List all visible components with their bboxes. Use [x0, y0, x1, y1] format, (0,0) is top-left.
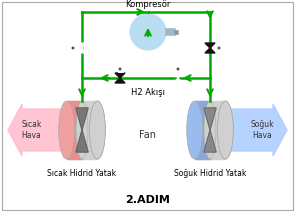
Bar: [71, 46, 76, 50]
Polygon shape: [115, 78, 125, 83]
Ellipse shape: [204, 101, 216, 159]
Bar: [217, 46, 222, 50]
Circle shape: [130, 14, 166, 50]
Ellipse shape: [217, 101, 233, 159]
Bar: [67, 101, 97, 159]
Circle shape: [218, 47, 220, 49]
Bar: [176, 67, 181, 71]
Bar: [195, 101, 210, 159]
Polygon shape: [205, 43, 215, 48]
Polygon shape: [77, 48, 87, 53]
Bar: [117, 67, 122, 71]
Bar: [174, 29, 178, 34]
Polygon shape: [205, 48, 215, 53]
Bar: [67, 101, 82, 159]
Polygon shape: [77, 43, 87, 48]
Polygon shape: [115, 73, 125, 78]
Ellipse shape: [76, 101, 88, 159]
Ellipse shape: [59, 101, 75, 159]
Text: Soğuk Hidrid Yatak: Soğuk Hidrid Yatak: [174, 169, 246, 178]
Ellipse shape: [217, 101, 233, 159]
Polygon shape: [76, 130, 88, 152]
Bar: [165, 28, 175, 35]
Ellipse shape: [89, 101, 105, 159]
Text: Sıcak
Hava: Sıcak Hava: [21, 120, 42, 140]
Circle shape: [177, 68, 179, 70]
Polygon shape: [76, 108, 88, 130]
Bar: [195, 101, 225, 159]
Text: Fan: Fan: [140, 130, 157, 140]
Text: Kompresör: Kompresör: [125, 0, 171, 9]
Polygon shape: [204, 130, 216, 152]
Text: Sıcak Hidrid Yatak: Sıcak Hidrid Yatak: [47, 169, 117, 178]
Ellipse shape: [187, 101, 203, 159]
FancyArrow shape: [8, 104, 63, 156]
Polygon shape: [173, 78, 183, 83]
Text: Soğuk
Hava: Soğuk Hava: [250, 120, 274, 140]
Circle shape: [72, 47, 74, 49]
Circle shape: [119, 68, 121, 70]
Text: H2 Akışı: H2 Akışı: [131, 88, 165, 97]
Text: 2.ADIM: 2.ADIM: [126, 195, 171, 205]
FancyArrow shape: [230, 104, 287, 156]
Polygon shape: [173, 73, 183, 78]
Ellipse shape: [89, 101, 105, 159]
Polygon shape: [204, 108, 216, 130]
